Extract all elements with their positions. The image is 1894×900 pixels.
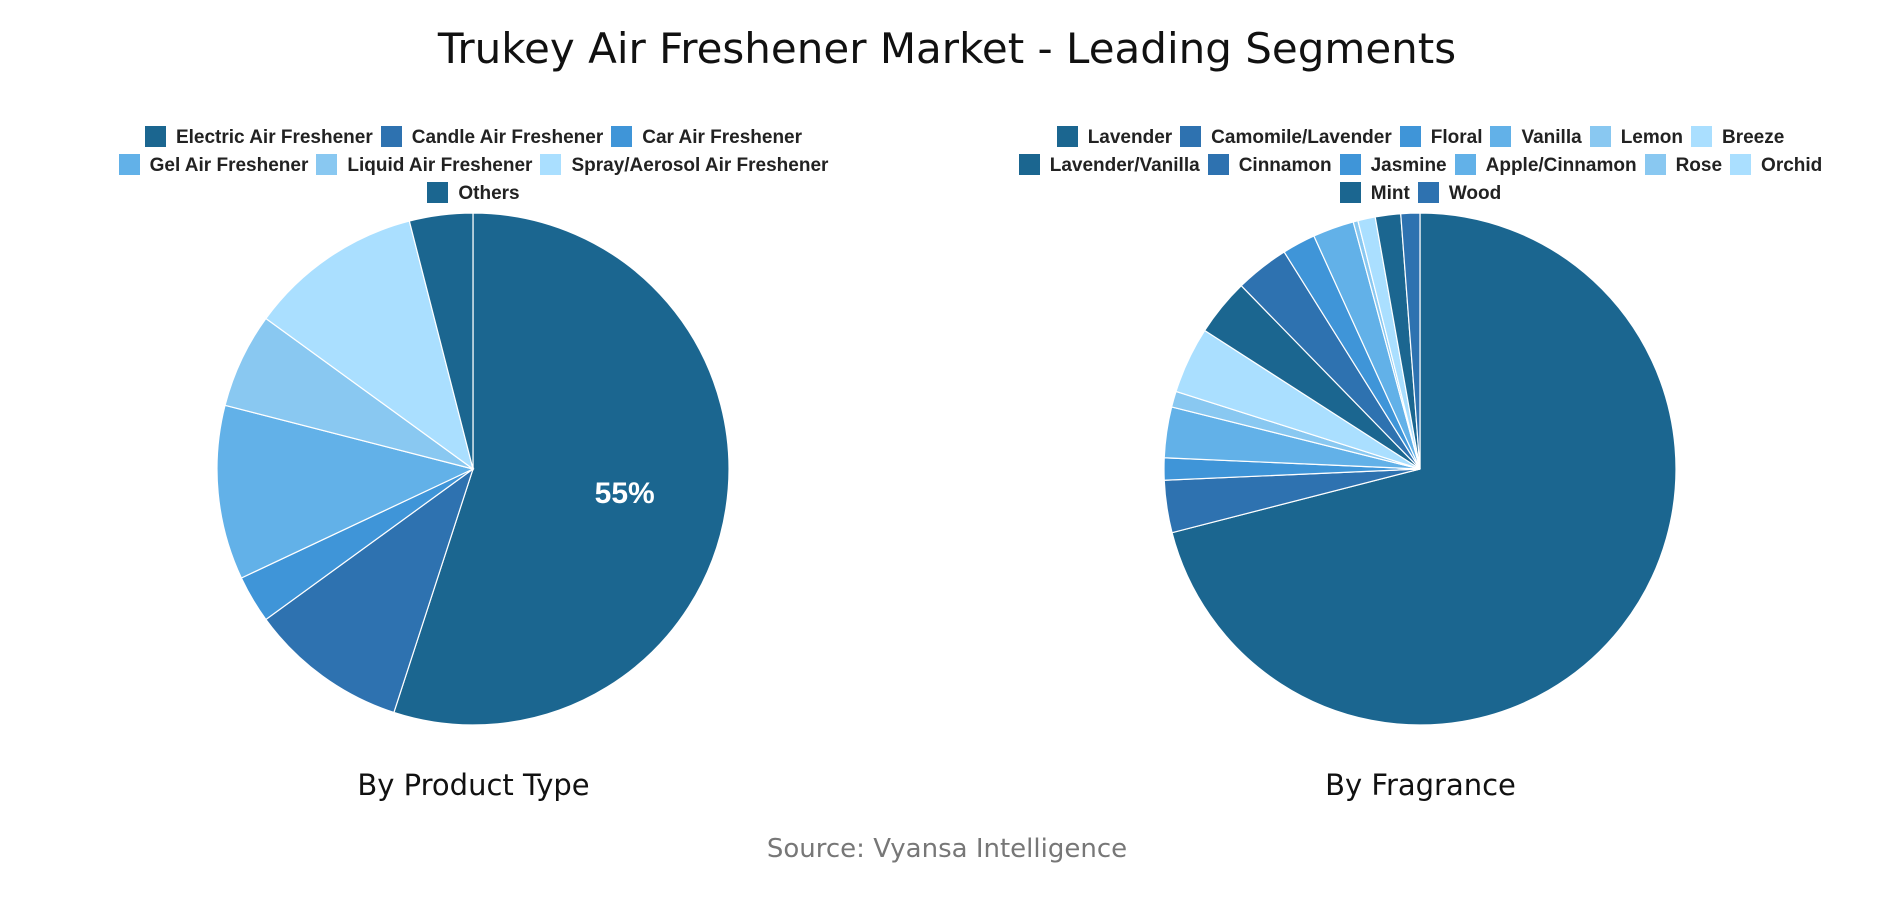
legend-item[interactable]: Apple/Cinnamon (1454, 152, 1637, 180)
pie-title-product-type: By Product Type (357, 768, 590, 802)
legend-item[interactable]: Electric Air Freshener (144, 124, 373, 152)
legend-item[interactable]: Mint (1339, 180, 1410, 208)
source-note: Source: Vyansa Intelligence (766, 834, 1128, 864)
legend-item[interactable]: Camomile/Lavender (1180, 124, 1392, 152)
legend-item[interactable]: Breeze (1690, 124, 1785, 152)
legend-swatch (380, 126, 402, 147)
legend-label: Candle Air Freshener (411, 127, 604, 148)
legend-label: Liquid Air Freshener (347, 155, 533, 176)
legend-item[interactable]: Floral (1399, 124, 1483, 152)
data-label: 55% (595, 477, 655, 510)
legend-item[interactable]: Candle Air Freshener (380, 124, 604, 152)
legend-label: Gel Air Freshener (149, 155, 309, 176)
legend-item[interactable]: Lavender/Vanilla (1018, 152, 1200, 180)
legend-item[interactable]: Orchid (1730, 152, 1822, 180)
legend-item[interactable]: Gel Air Freshener (118, 152, 309, 180)
legend-label: Others (458, 183, 520, 204)
legend-label: Car Air Freshener (642, 127, 803, 148)
legend-item[interactable]: Others (427, 180, 520, 208)
legend-swatch (1180, 126, 1202, 147)
legend-item[interactable]: Spray/Aerosol Air Freshener (540, 152, 828, 180)
legend-product-type: Electric Air Freshener Candle Air Freshen… (0, 124, 947, 208)
legend-label: Spray/Aerosol Air Freshener (571, 155, 829, 176)
pie-slice-others[interactable] (408, 212, 474, 470)
legend-swatch (144, 126, 166, 147)
pie-slice-gel-air-freshener[interactable] (216, 404, 475, 579)
legend-swatch (1490, 126, 1512, 147)
chart-title: Trukey Air Freshener Market - Leading Se… (437, 24, 1457, 73)
pie-slice-electric-air-freshener[interactable] (393, 212, 730, 726)
legend-label: Electric Air Freshener (175, 127, 373, 148)
legend-fragrance: Lavender Camomile/Lavender Floral Vanilla Le… (947, 124, 1894, 208)
legend-label: Cinnamon (1238, 155, 1332, 176)
legend-label: Jasmine (1370, 155, 1447, 176)
legend-label: Camomile/Lavender (1211, 127, 1392, 148)
pie-slice-wood[interactable] (1400, 212, 1421, 470)
legend-item[interactable]: Rose (1644, 152, 1723, 180)
legend-item[interactable]: Jasmine (1339, 152, 1447, 180)
legend-label: Orchid (1761, 155, 1823, 176)
legend-swatch (540, 154, 562, 175)
legend-swatch (1018, 154, 1040, 175)
legend-label: Lavender (1087, 127, 1173, 148)
legend-swatch (427, 182, 449, 203)
legend-label: Wood (1448, 183, 1502, 204)
legend-swatch (1730, 154, 1752, 175)
legend-swatch (118, 154, 140, 175)
legend-swatch (1056, 126, 1078, 147)
legend-swatch (1339, 154, 1361, 175)
legend-swatch (1644, 154, 1666, 175)
legend-label: Vanilla (1521, 127, 1582, 148)
legend-item[interactable]: Wood (1417, 180, 1502, 208)
legend-item[interactable]: Cinnamon (1207, 152, 1332, 180)
legend-item[interactable]: Vanilla (1490, 124, 1582, 152)
legend-swatch (316, 154, 338, 175)
pie-slice-lavender[interactable] (1171, 212, 1677, 726)
legend-item[interactable]: Lemon (1589, 124, 1683, 152)
legend-swatch (1690, 126, 1712, 147)
legend-swatch (1399, 126, 1421, 147)
pie-title-fragrance: By Fragrance (1325, 768, 1516, 802)
legend-label: Breeze (1721, 127, 1785, 148)
pie-slice-spray-aerosol-air-freshener[interactable] (265, 220, 474, 471)
pie-slice-candle-air-freshener[interactable] (265, 467, 475, 714)
legend-label: Rose (1675, 155, 1723, 176)
legend-item[interactable]: Liquid Air Freshener (316, 152, 532, 180)
legend-label: Lavender/Vanilla (1049, 155, 1200, 176)
legend-label: Apple/Cinnamon (1485, 155, 1637, 176)
legend-label: Floral (1430, 127, 1483, 148)
legend-swatch (611, 126, 633, 147)
legend-label: Lemon (1620, 127, 1683, 148)
legend-item[interactable]: Car Air Freshener (611, 124, 802, 152)
legend-swatch (1207, 154, 1229, 175)
legend-swatch (1417, 182, 1439, 203)
legend-swatch (1339, 182, 1361, 203)
legend-item[interactable]: Lavender (1056, 124, 1173, 152)
legend-swatch (1589, 126, 1611, 147)
legend-swatch (1454, 154, 1476, 175)
legend-label: Mint (1370, 183, 1410, 204)
